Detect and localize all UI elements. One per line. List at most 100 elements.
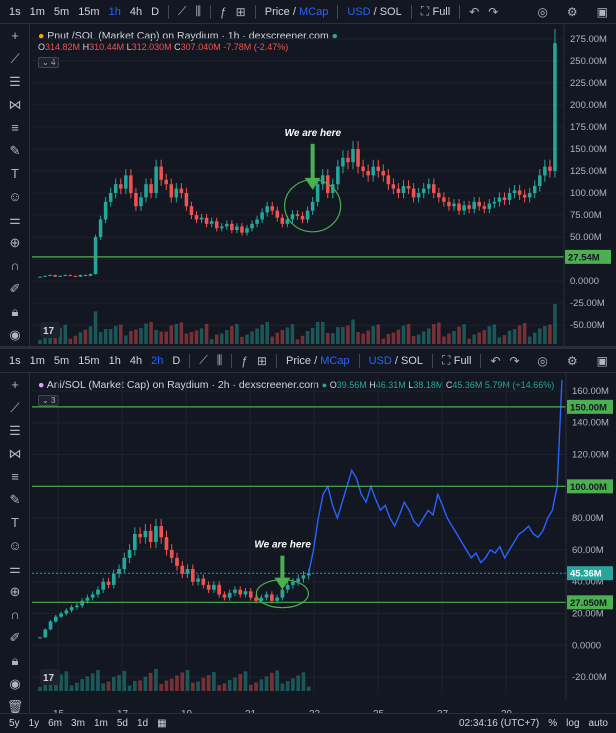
price-mcap-toggle[interactable]: Price / MCap <box>286 355 350 367</box>
settings-gear-icon[interactable]: ⚙ <box>566 353 578 368</box>
range-1d[interactable]: 1d <box>136 718 149 729</box>
fib-icon[interactable]: ☰ <box>9 74 21 89</box>
usd-label[interactable]: USD <box>347 5 371 18</box>
redo-icon[interactable]: ↷ <box>488 4 499 19</box>
timeframe-15m[interactable]: 15m <box>78 5 100 18</box>
zoom-icon[interactable]: ⊕ <box>9 235 21 250</box>
fullscreen-button[interactable]: ⛶ Full <box>442 353 471 368</box>
trend-line-icon[interactable]: ⟋ <box>10 400 20 415</box>
currency-toggle[interactable]: USD / SOL <box>347 6 401 18</box>
layout-grid-icon[interactable]: ⊞ <box>235 4 246 19</box>
timeframe-D[interactable]: D <box>151 5 160 18</box>
eye-icon[interactable]: ◉ <box>9 676 21 691</box>
text-icon[interactable]: T <box>11 166 19 181</box>
range-5y[interactable]: 5y <box>9 718 20 729</box>
percent-toggle[interactable]: % <box>548 718 558 729</box>
redo-icon[interactable]: ↷ <box>509 353 520 368</box>
range-6m[interactable]: 6m <box>48 718 63 729</box>
crosshair-icon[interactable]: + <box>11 377 19 392</box>
fx-icon[interactable]: ƒ <box>219 4 227 19</box>
price-mcap-toggle[interactable]: Price / MCap <box>265 6 329 18</box>
layout-grid-icon[interactable]: ⊞ <box>256 353 267 368</box>
magnet-icon[interactable]: ∩ <box>10 258 20 273</box>
price-label[interactable]: Price <box>264 5 290 18</box>
indicator-count-badge[interactable]: ⌄ 3 <box>38 395 60 406</box>
timeframe-15m[interactable]: 15m <box>78 354 100 367</box>
emoji-icon[interactable]: ☺ <box>8 189 22 204</box>
indicator-count-badge[interactable]: ⌄ 4 <box>38 57 60 68</box>
range-1y[interactable]: 1y <box>28 718 40 729</box>
currency-toggle[interactable]: USD / SOL <box>369 355 423 367</box>
full-label[interactable]: Full <box>432 6 451 18</box>
indicator-line-icon[interactable]: ⟋ <box>178 4 187 18</box>
trend-line-icon[interactable]: ⟋ <box>10 51 20 66</box>
candle <box>68 274 73 276</box>
auto-toggle[interactable]: auto <box>588 718 608 729</box>
pencil-lock-icon[interactable]: ✐ <box>9 630 21 645</box>
timeframe-1m[interactable]: 1m <box>29 5 45 18</box>
calendar-icon[interactable]: ▦ <box>157 718 167 729</box>
fib-icon[interactable]: ☰ <box>9 423 21 438</box>
timeframe-1h[interactable]: 1h <box>108 5 121 18</box>
timeframe-2h[interactable]: 2h <box>151 354 164 367</box>
pattern-icon[interactable]: ⋈ <box>8 97 22 112</box>
measure-lines-icon[interactable]: ≡ <box>11 469 19 484</box>
camera-icon[interactable]: ▣ <box>596 4 608 19</box>
sol-label[interactable]: SOL <box>400 354 423 367</box>
timeframe-1s[interactable]: 1s <box>9 354 21 367</box>
price-label[interactable]: Price <box>285 354 312 367</box>
fullscreen-button[interactable]: ⛶ Full <box>421 4 450 19</box>
zoom-icon[interactable]: ⊕ <box>9 584 21 599</box>
timeframe-5m[interactable]: 5m <box>53 5 70 18</box>
sol-label[interactable]: SOL <box>379 5 402 18</box>
range-5d[interactable]: 5d <box>116 718 128 729</box>
candles-icon[interactable]: ⫼ <box>216 353 223 367</box>
settings-gear-icon[interactable]: ⚙ <box>566 4 578 19</box>
range-1m[interactable]: 1m <box>93 718 108 729</box>
pattern-icon[interactable]: ⋈ <box>8 446 22 461</box>
timeframe-1h[interactable]: 1h <box>108 354 121 367</box>
undo-icon[interactable]: ↶ <box>490 353 501 368</box>
snapshot-icon[interactable]: ◎ <box>537 4 548 19</box>
usd-label[interactable]: USD <box>368 354 392 367</box>
ruler-icon[interactable]: ⚌ <box>9 561 21 576</box>
timeframe-1m[interactable]: 1m <box>29 354 45 367</box>
crosshair-icon[interactable]: + <box>11 28 19 43</box>
log-toggle[interactable]: log <box>566 718 580 729</box>
timeframe-1s[interactable]: 1s <box>9 5 21 18</box>
emoji-icon[interactable]: ☺ <box>8 538 22 553</box>
volume-bar <box>68 338 73 344</box>
ruler-icon[interactable]: ⚌ <box>9 212 21 227</box>
mcap-label[interactable]: MCap <box>298 5 329 18</box>
candle <box>134 193 138 207</box>
fx-icon[interactable]: ƒ <box>241 353 248 368</box>
price-chart[interactable]: 160.00M 140.00M 120.00M 100.00M 80.00M 60.00M… <box>0 373 616 713</box>
magnet-icon[interactable]: ∩ <box>10 607 20 622</box>
brush-icon[interactable]: ✎ <box>9 143 21 158</box>
range-3m[interactable]: 3m <box>71 718 85 729</box>
text-icon[interactable]: T <box>11 515 19 530</box>
undo-icon[interactable]: ↶ <box>469 4 480 19</box>
projection-line <box>308 379 563 574</box>
pencil-lock-icon[interactable]: ✐ <box>9 281 21 296</box>
snapshot-icon[interactable]: ◎ <box>537 353 548 368</box>
timeframe-D[interactable]: D <box>172 354 181 367</box>
price-chart[interactable]: 275.00M 250.00M 225.00M 200.00M 175.00M 150.0… <box>0 24 616 346</box>
timeframe-4h[interactable]: 4h <box>129 354 143 367</box>
lock-icon[interactable]: 🔒︎ <box>11 304 19 319</box>
volume-bar <box>255 328 259 344</box>
camera-icon[interactable]: ▣ <box>596 353 608 368</box>
live-dot-icon: ● <box>331 30 339 42</box>
candle <box>386 175 391 185</box>
candles-icon[interactable]: ⫼ <box>195 4 201 18</box>
measure-lines-icon[interactable]: ≡ <box>11 120 19 135</box>
eye-icon[interactable]: ◉ <box>9 327 21 342</box>
mcap-label[interactable]: MCap <box>320 354 350 367</box>
lock-icon[interactable]: 🔒︎ <box>11 653 19 668</box>
trash-icon[interactable]: 🗑︎ <box>6 699 24 714</box>
indicator-line-icon[interactable]: ⟋ <box>199 353 208 367</box>
full-label[interactable]: Full <box>453 355 472 367</box>
timeframe-5m[interactable]: 5m <box>53 354 70 367</box>
brush-icon[interactable]: ✎ <box>9 492 21 507</box>
timeframe-4h[interactable]: 4h <box>129 5 143 18</box>
